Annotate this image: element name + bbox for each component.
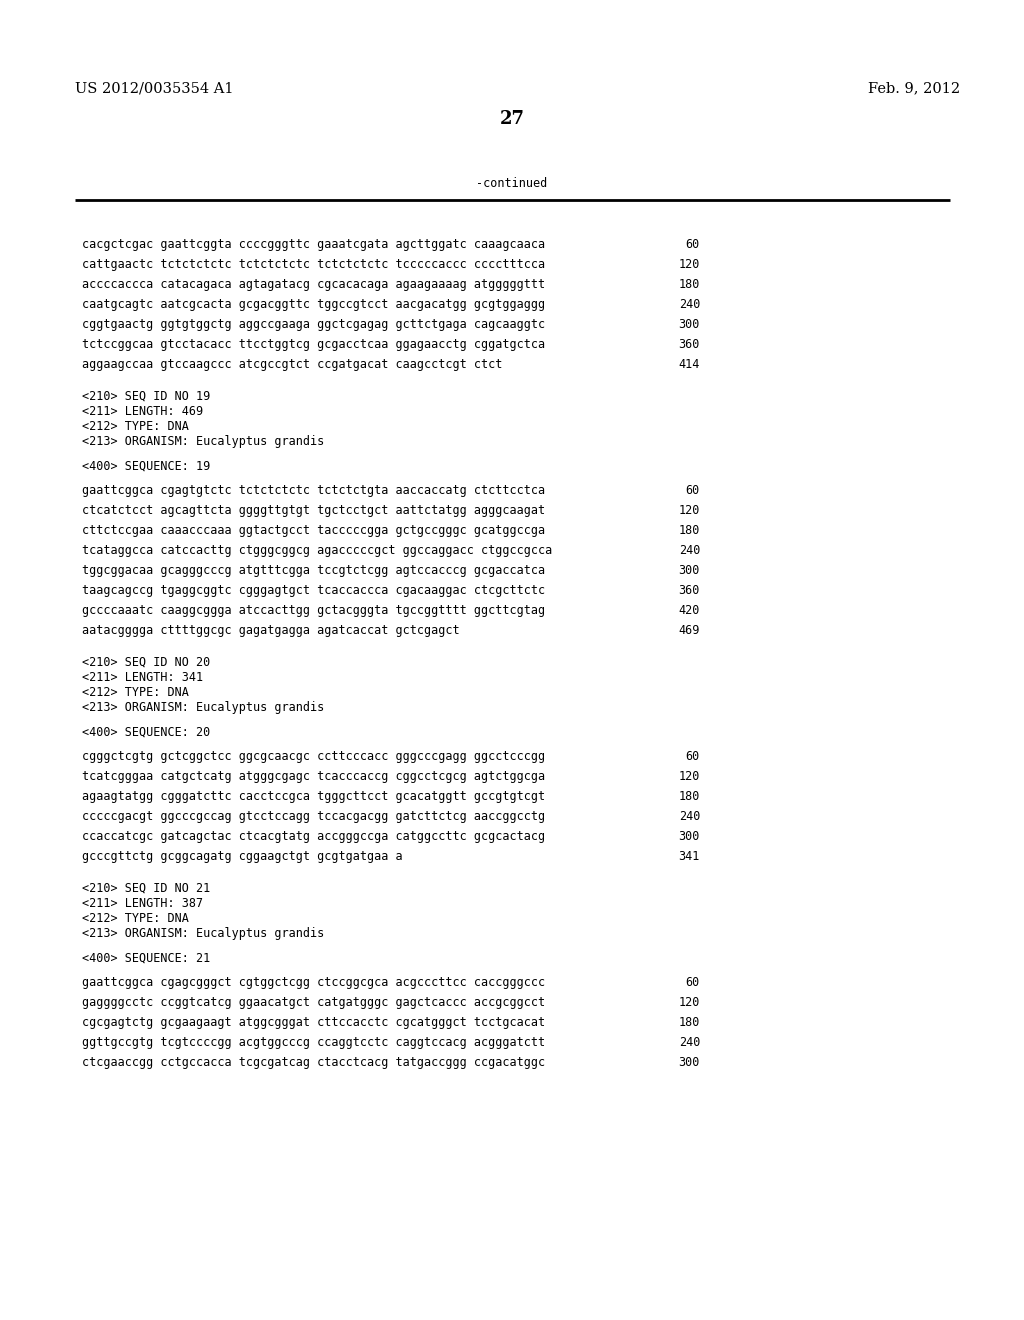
Text: 469: 469 — [679, 624, 700, 638]
Text: accccaccca catacagaca agtagatacg cgcacacaga agaagaaaag atgggggttt: accccaccca catacagaca agtagatacg cgcacac… — [82, 279, 545, 290]
Text: taagcagccg tgaggcggtc cgggagtgct tcaccaccca cgacaaggac ctcgcttctc: taagcagccg tgaggcggtc cgggagtgct tcaccac… — [82, 583, 545, 597]
Text: aatacgggga cttttggcgc gagatgagga agatcaccat gctcgagct: aatacgggga cttttggcgc gagatgagga agatcac… — [82, 624, 460, 638]
Text: ggttgccgtg tcgtccccgg acgtggcccg ccaggtcctc caggtccacg acgggatctt: ggttgccgtg tcgtccccgg acgtggcccg ccaggtc… — [82, 1036, 545, 1049]
Text: tctccggcaa gtcctacacc ttcctggtcg gcgacctcaa ggagaacctg cggatgctca: tctccggcaa gtcctacacc ttcctggtcg gcgacct… — [82, 338, 545, 351]
Text: agaagtatgg cgggatcttc cacctccgca tgggcttcct gcacatggtt gccgtgtcgt: agaagtatgg cgggatcttc cacctccgca tgggctt… — [82, 789, 545, 803]
Text: ctcatctcct agcagttcta ggggttgtgt tgctcctgct aattctatgg agggcaagat: ctcatctcct agcagttcta ggggttgtgt tgctcct… — [82, 504, 545, 517]
Text: <400> SEQUENCE: 21: <400> SEQUENCE: 21 — [82, 952, 210, 965]
Text: gaattcggca cgagtgtctc tctctctctc tctctctgta aaccaccatg ctcttcctca: gaattcggca cgagtgtctc tctctctctc tctctct… — [82, 484, 545, 498]
Text: cccccgacgt ggcccgccag gtcctccagg tccacgacgg gatcttctcg aaccggcctg: cccccgacgt ggcccgccag gtcctccagg tccacga… — [82, 810, 545, 822]
Text: <212> TYPE: DNA: <212> TYPE: DNA — [82, 686, 188, 700]
Text: <400> SEQUENCE: 19: <400> SEQUENCE: 19 — [82, 459, 210, 473]
Text: 60: 60 — [686, 238, 700, 251]
Text: 180: 180 — [679, 279, 700, 290]
Text: gccccaaatc caaggcggga atccacttgg gctacgggta tgccggtttt ggcttcgtag: gccccaaatc caaggcggga atccacttgg gctacgg… — [82, 605, 545, 616]
Text: 180: 180 — [679, 524, 700, 537]
Text: <211> LENGTH: 469: <211> LENGTH: 469 — [82, 405, 203, 418]
Text: <213> ORGANISM: Eucalyptus grandis: <213> ORGANISM: Eucalyptus grandis — [82, 436, 325, 447]
Text: Feb. 9, 2012: Feb. 9, 2012 — [868, 81, 961, 95]
Text: 360: 360 — [679, 338, 700, 351]
Text: tcatcgggaa catgctcatg atgggcgagc tcacccaccg cggcctcgcg agtctggcga: tcatcgggaa catgctcatg atgggcgagc tcaccca… — [82, 770, 545, 783]
Text: <212> TYPE: DNA: <212> TYPE: DNA — [82, 420, 188, 433]
Text: gaattcggca cgagcgggct cgtggctcgg ctccggcgca acgcccttcc caccgggccc: gaattcggca cgagcgggct cgtggctcgg ctccggc… — [82, 975, 545, 989]
Text: <210> SEQ ID NO 20: <210> SEQ ID NO 20 — [82, 656, 210, 669]
Text: <400> SEQUENCE: 20: <400> SEQUENCE: 20 — [82, 726, 210, 739]
Text: 240: 240 — [679, 1036, 700, 1049]
Text: 180: 180 — [679, 789, 700, 803]
Text: 420: 420 — [679, 605, 700, 616]
Text: <211> LENGTH: 341: <211> LENGTH: 341 — [82, 671, 203, 684]
Text: <213> ORGANISM: Eucalyptus grandis: <213> ORGANISM: Eucalyptus grandis — [82, 927, 325, 940]
Text: 240: 240 — [679, 298, 700, 312]
Text: cggtgaactg ggtgtggctg aggccgaaga ggctcgagag gcttctgaga cagcaaggtc: cggtgaactg ggtgtggctg aggccgaaga ggctcga… — [82, 318, 545, 331]
Text: tggcggacaa gcagggcccg atgtttcgga tccgtctcgg agtccacccg gcgaccatca: tggcggacaa gcagggcccg atgtttcgga tccgtct… — [82, 564, 545, 577]
Text: ccaccatcgc gatcagctac ctcacgtatg accgggccga catggccttc gcgcactacg: ccaccatcgc gatcagctac ctcacgtatg accgggc… — [82, 830, 545, 843]
Text: -continued: -continued — [476, 177, 548, 190]
Text: 240: 240 — [679, 810, 700, 822]
Text: US 2012/0035354 A1: US 2012/0035354 A1 — [75, 81, 233, 95]
Text: <212> TYPE: DNA: <212> TYPE: DNA — [82, 912, 188, 925]
Text: ctcgaaccgg cctgccacca tcgcgatcag ctacctcacg tatgaccggg ccgacatggc: ctcgaaccgg cctgccacca tcgcgatcag ctacctc… — [82, 1056, 545, 1069]
Text: <213> ORGANISM: Eucalyptus grandis: <213> ORGANISM: Eucalyptus grandis — [82, 701, 325, 714]
Text: <211> LENGTH: 387: <211> LENGTH: 387 — [82, 898, 203, 909]
Text: cgcgagtctg gcgaagaagt atggcgggat cttccacctc cgcatgggct tcctgcacat: cgcgagtctg gcgaagaagt atggcgggat cttccac… — [82, 1016, 545, 1030]
Text: 414: 414 — [679, 358, 700, 371]
Text: 60: 60 — [686, 750, 700, 763]
Text: 300: 300 — [679, 564, 700, 577]
Text: 300: 300 — [679, 318, 700, 331]
Text: 120: 120 — [679, 997, 700, 1008]
Text: gcccgttctg gcggcagatg cggaagctgt gcgtgatgaa a: gcccgttctg gcggcagatg cggaagctgt gcgtgat… — [82, 850, 402, 863]
Text: 120: 120 — [679, 770, 700, 783]
Text: <210> SEQ ID NO 21: <210> SEQ ID NO 21 — [82, 882, 210, 895]
Text: cattgaactc tctctctctc tctctctctc tctctctctc tcccccaccc cccctttcca: cattgaactc tctctctctc tctctctctc tctctct… — [82, 257, 545, 271]
Text: gaggggcctc ccggtcatcg ggaacatgct catgatgggc gagctcaccc accgcggcct: gaggggcctc ccggtcatcg ggaacatgct catgatg… — [82, 997, 545, 1008]
Text: 27: 27 — [500, 110, 524, 128]
Text: cttctccgaa caaacccaaa ggtactgcct tacccccgga gctgccgggc gcatggccga: cttctccgaa caaacccaaa ggtactgcct taccccc… — [82, 524, 545, 537]
Text: 60: 60 — [686, 484, 700, 498]
Text: cacgctcgac gaattcggta ccccgggttc gaaatcgata agcttggatc caaagcaaca: cacgctcgac gaattcggta ccccgggttc gaaatcg… — [82, 238, 545, 251]
Text: 341: 341 — [679, 850, 700, 863]
Text: tcataggcca catccacttg ctgggcggcg agacccccgct ggccaggacc ctggccgcca: tcataggcca catccacttg ctgggcggcg agacccc… — [82, 544, 552, 557]
Text: 120: 120 — [679, 257, 700, 271]
Text: 60: 60 — [686, 975, 700, 989]
Text: 180: 180 — [679, 1016, 700, 1030]
Text: caatgcagtc aatcgcacta gcgacggttc tggccgtcct aacgacatgg gcgtggaggg: caatgcagtc aatcgcacta gcgacggttc tggccgt… — [82, 298, 545, 312]
Text: 300: 300 — [679, 830, 700, 843]
Text: 300: 300 — [679, 1056, 700, 1069]
Text: 240: 240 — [679, 544, 700, 557]
Text: 360: 360 — [679, 583, 700, 597]
Text: aggaagccaa gtccaagccc atcgccgtct ccgatgacat caagcctcgt ctct: aggaagccaa gtccaagccc atcgccgtct ccgatga… — [82, 358, 503, 371]
Text: cgggctcgtg gctcggctcc ggcgcaacgc ccttcccacc gggcccgagg ggcctcccgg: cgggctcgtg gctcggctcc ggcgcaacgc ccttccc… — [82, 750, 545, 763]
Text: 120: 120 — [679, 504, 700, 517]
Text: <210> SEQ ID NO 19: <210> SEQ ID NO 19 — [82, 389, 210, 403]
